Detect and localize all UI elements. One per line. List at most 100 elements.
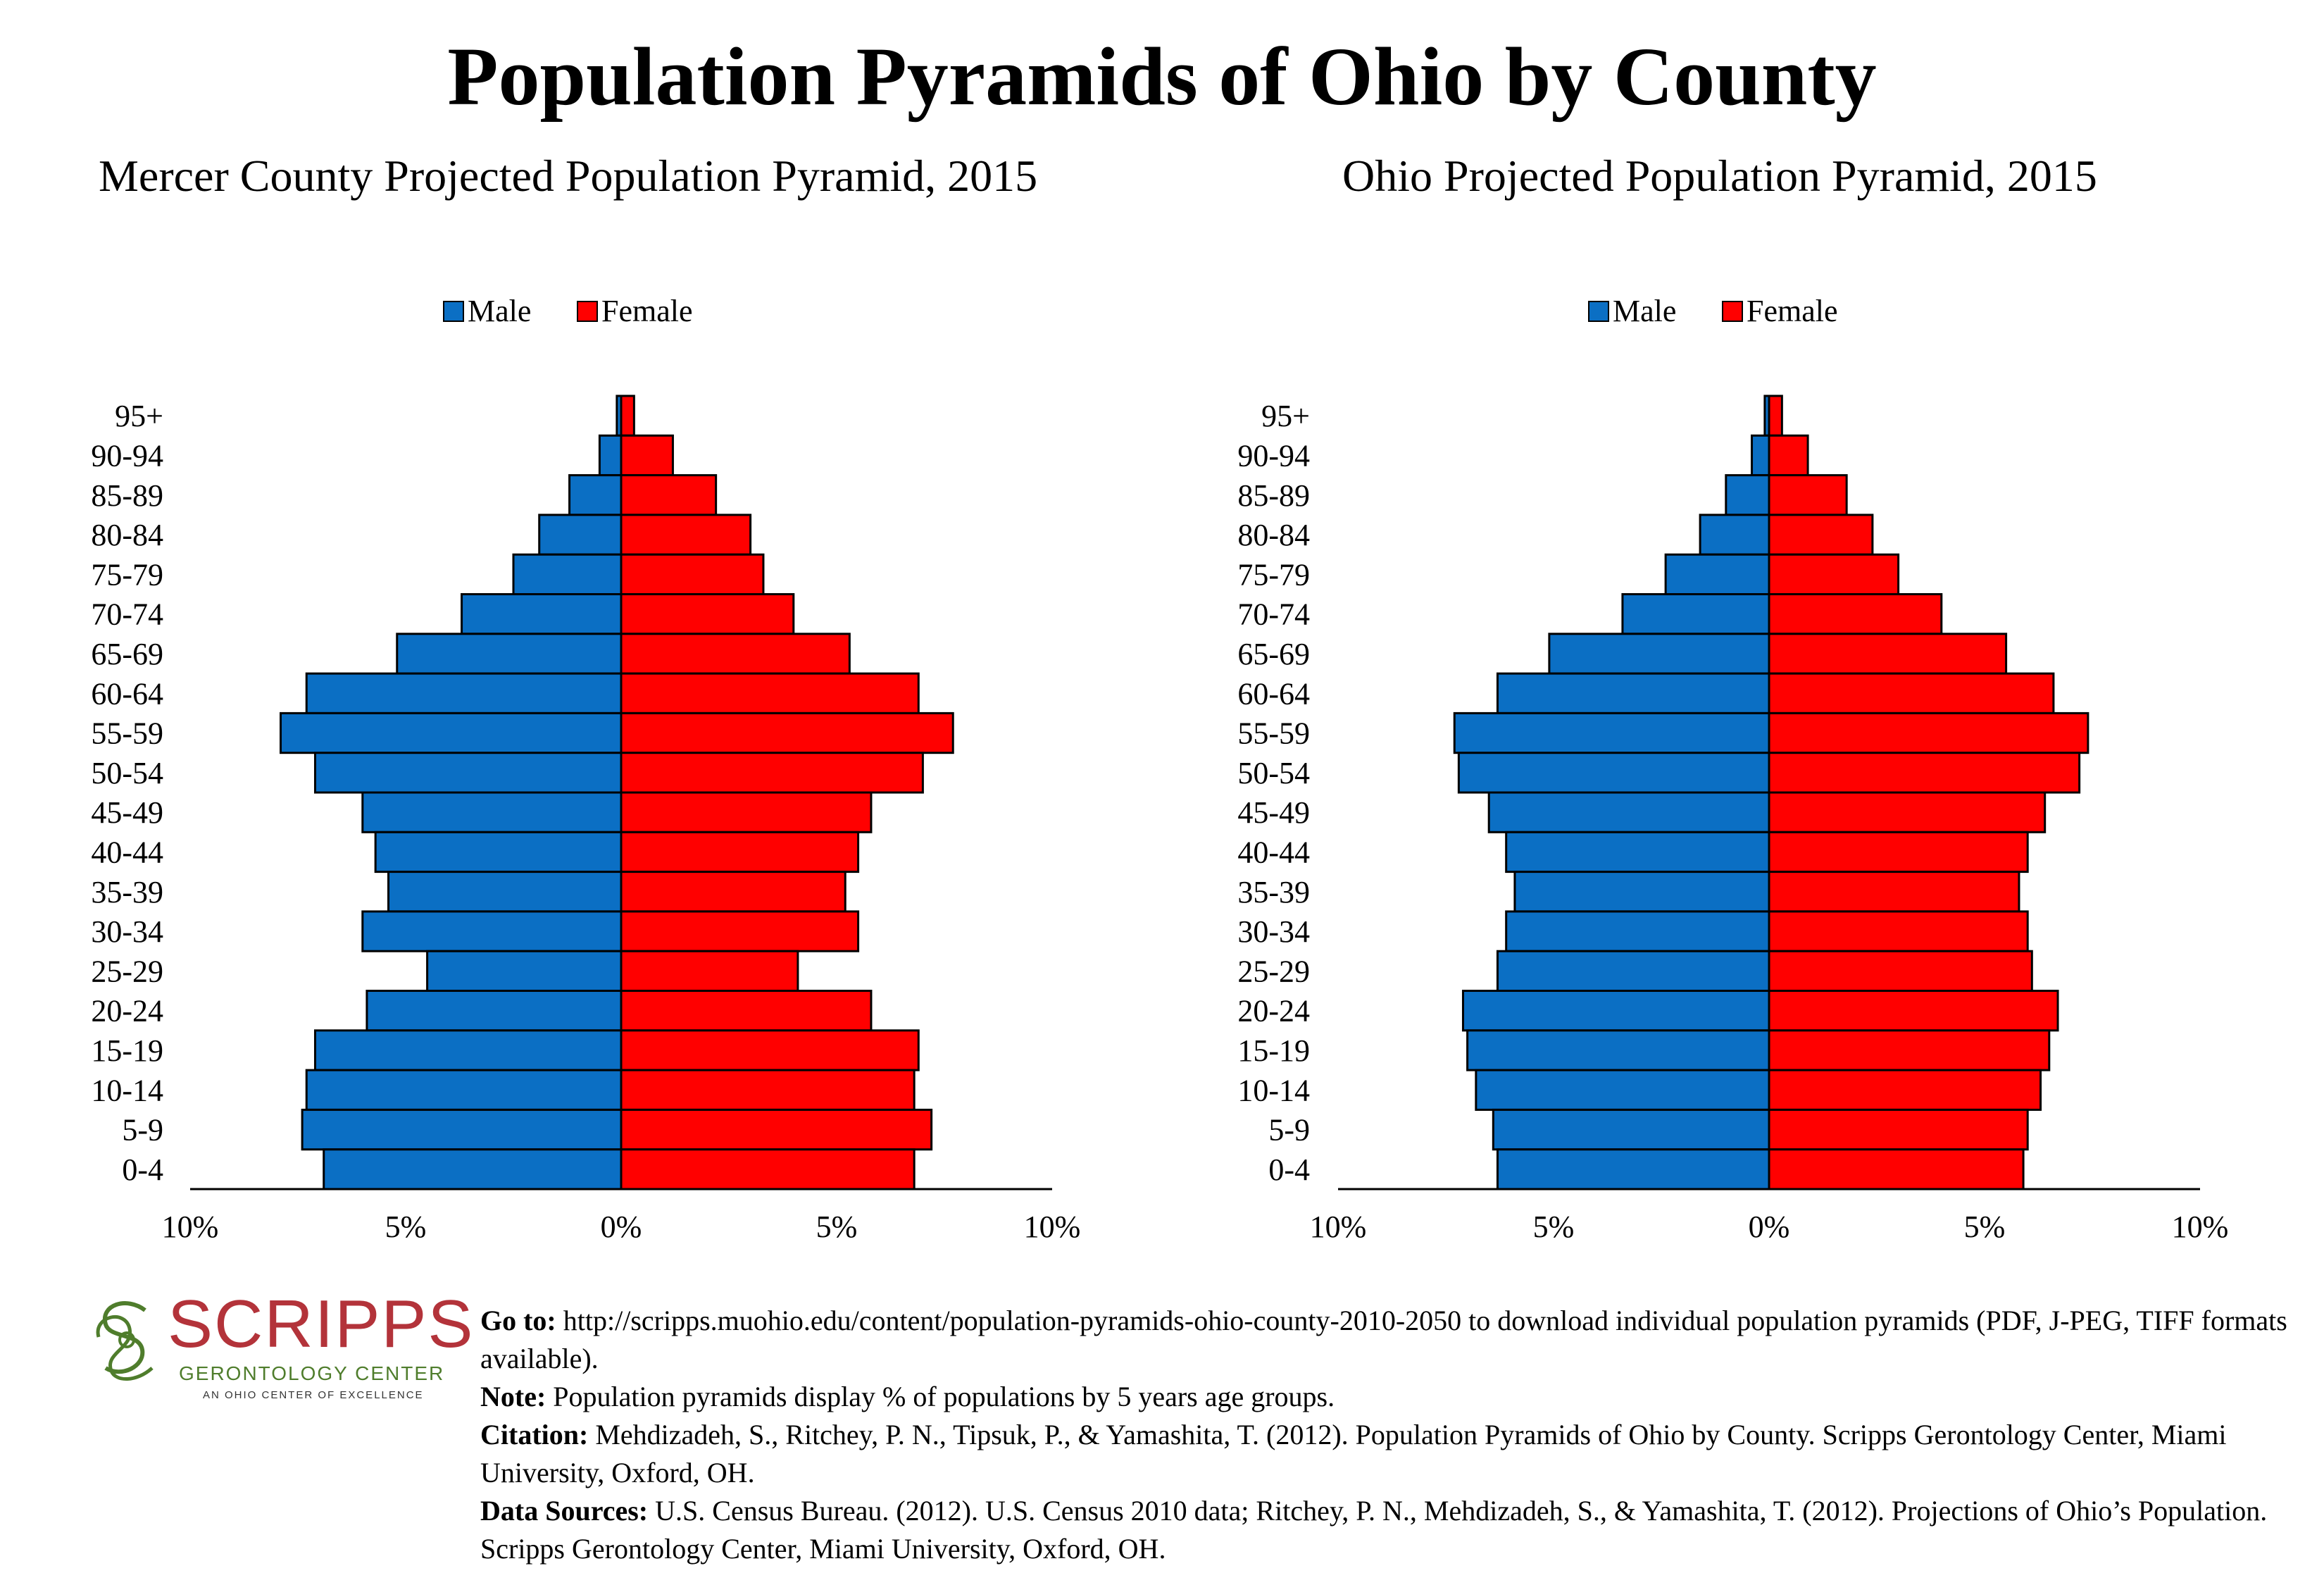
footer-sources: Data Sources: U.S. Census Bureau. (2012)… <box>480 1495 2268 1565</box>
bar-male-15-19 <box>1466 1029 1770 1071</box>
age-label-30-34: 30-34 <box>91 914 163 949</box>
bar-male-75-79 <box>512 553 623 596</box>
age-label-0-4: 0-4 <box>1268 1152 1310 1187</box>
bar-female-70-74 <box>1768 593 1943 635</box>
legend-label-male: Male <box>1613 294 1676 328</box>
age-label-10-14: 10-14 <box>91 1073 163 1107</box>
bar-female-55-59 <box>620 711 954 754</box>
bar-female-5-9 <box>620 1108 933 1151</box>
bar-male-0-4 <box>1496 1148 1770 1191</box>
bar-male-50-54 <box>1457 752 1770 794</box>
legend-label-male: Male <box>468 294 531 328</box>
bar-female-30-34 <box>1768 910 2029 952</box>
legend-swatch-female <box>1722 301 1743 322</box>
bar-female-15-19 <box>1768 1029 2051 1071</box>
footer-goto: Go to: http://scripps.muohio.edu/content… <box>480 1305 2287 1374</box>
bar-male-30-34 <box>361 910 623 952</box>
bar-female-0-4 <box>1768 1148 2025 1191</box>
bar-male-70-74 <box>461 593 623 635</box>
age-label-10-14: 10-14 <box>1237 1073 1310 1107</box>
age-label-20-24: 20-24 <box>1237 994 1310 1028</box>
bar-male-60-64 <box>1496 672 1770 714</box>
bar-male-5-9 <box>301 1108 623 1151</box>
age-label-5-9: 5-9 <box>1268 1113 1310 1148</box>
age-label-95+: 95+ <box>1261 399 1310 433</box>
bar-male-20-24 <box>1461 990 1770 1032</box>
age-label-60-64: 60-64 <box>1237 676 1310 711</box>
age-label-75-79: 75-79 <box>91 557 163 592</box>
bar-male-30-34 <box>1505 910 1770 952</box>
bar-female-10-14 <box>620 1069 916 1111</box>
bar-female-60-64 <box>620 672 920 714</box>
page-title: Population Pyramids of Ohio by County <box>447 30 1877 123</box>
bar-male-60-64 <box>305 672 623 714</box>
age-label-90-94: 90-94 <box>1237 438 1310 473</box>
age-label-75-79: 75-79 <box>1237 557 1310 592</box>
bar-male-85-89 <box>568 474 623 516</box>
age-label-90-94: 90-94 <box>91 438 163 473</box>
logo-subtitle: GERONTOLOGY CENTER <box>179 1362 445 1384</box>
scripps-logo: SCRIPPS GERONTOLOGY CENTER AN OHIO CENTE… <box>85 1288 473 1402</box>
legend-swatch-female <box>577 301 598 322</box>
x-tick-label: 10% <box>1024 1210 1081 1244</box>
age-label-70-74: 70-74 <box>91 597 163 632</box>
age-label-35-39: 35-39 <box>1237 875 1310 909</box>
bar-male-45-49 <box>361 791 623 833</box>
bar-female-95+ <box>620 394 635 437</box>
legend-label-female: Female <box>1747 294 1838 328</box>
footer-notes: Go to: http://scripps.muohio.edu/content… <box>480 1302 2304 1568</box>
bar-female-35-39 <box>620 871 846 913</box>
bar-male-75-79 <box>1664 553 1770 596</box>
bar-male-25-29 <box>1496 950 1770 992</box>
bar-male-55-59 <box>1453 711 1770 754</box>
chart-title-ohio: Ohio Projected Population Pyramid, 2015 <box>1342 151 2097 201</box>
population-pyramids-svg: 95+ 90-94 85-89 80-84 75-79 70-74 65-69 60-64 55… <box>91 294 2228 1244</box>
scripps-swirl-icon <box>96 1301 154 1381</box>
bar-female-90-94 <box>1768 434 1809 477</box>
bar-female-25-29 <box>1768 950 2033 992</box>
age-label-25-29: 25-29 <box>91 954 163 988</box>
footer-citation: Citation: Mehdizadeh, S., Ritchey, P. N.… <box>480 1419 2227 1488</box>
age-label-45-49: 45-49 <box>91 795 163 830</box>
bar-female-5-9 <box>1768 1108 2029 1151</box>
bar-female-10-14 <box>1768 1069 2042 1111</box>
legend-swatch-male <box>1588 301 1609 322</box>
bar-female-40-44 <box>1768 831 2029 874</box>
x-tick-label: 10% <box>162 1210 219 1244</box>
age-label-30-34: 30-34 <box>1237 914 1310 949</box>
bar-male-80-84 <box>1699 514 1770 556</box>
legend-swatch-male <box>443 301 464 322</box>
bar-female-20-24 <box>1768 990 2059 1032</box>
x-tick-label: 10% <box>1310 1210 1367 1244</box>
bar-male-0-4 <box>323 1148 623 1191</box>
x-tick-label: 5% <box>1533 1210 1575 1244</box>
bar-male-10-14 <box>305 1069 623 1111</box>
x-tick-label: 5% <box>816 1210 858 1244</box>
bar-female-80-84 <box>620 514 752 556</box>
bar-female-35-39 <box>1768 871 2020 913</box>
bar-female-15-19 <box>620 1029 920 1071</box>
age-label-20-24: 20-24 <box>91 994 163 1028</box>
age-label-15-19: 15-19 <box>91 1033 163 1068</box>
bar-male-40-44 <box>1505 831 1770 874</box>
age-label-70-74: 70-74 <box>1237 597 1310 632</box>
bar-male-10-14 <box>1475 1069 1770 1111</box>
chart-title-mercer: Mercer County Projected Population Pyram… <box>99 151 1038 201</box>
bar-male-55-59 <box>280 711 623 754</box>
bar-female-75-79 <box>1768 553 1900 596</box>
age-label-15-19: 15-19 <box>1237 1033 1310 1068</box>
age-label-5-9: 5-9 <box>122 1113 163 1148</box>
bar-female-85-89 <box>1768 474 1848 516</box>
age-label-0-4: 0-4 <box>122 1152 163 1187</box>
age-label-65-69: 65-69 <box>1237 637 1310 671</box>
age-label-50-54: 50-54 <box>91 756 163 790</box>
bar-female-25-29 <box>620 950 799 992</box>
bar-female-70-74 <box>620 593 795 635</box>
bar-male-80-84 <box>538 514 623 556</box>
age-label-85-89: 85-89 <box>91 478 163 513</box>
age-label-65-69: 65-69 <box>91 637 163 671</box>
age-label-35-39: 35-39 <box>91 875 163 909</box>
bar-male-5-9 <box>1492 1108 1770 1151</box>
bar-female-0-4 <box>620 1148 916 1191</box>
footer-note: Note: Population pyramids display % of p… <box>480 1381 1335 1412</box>
